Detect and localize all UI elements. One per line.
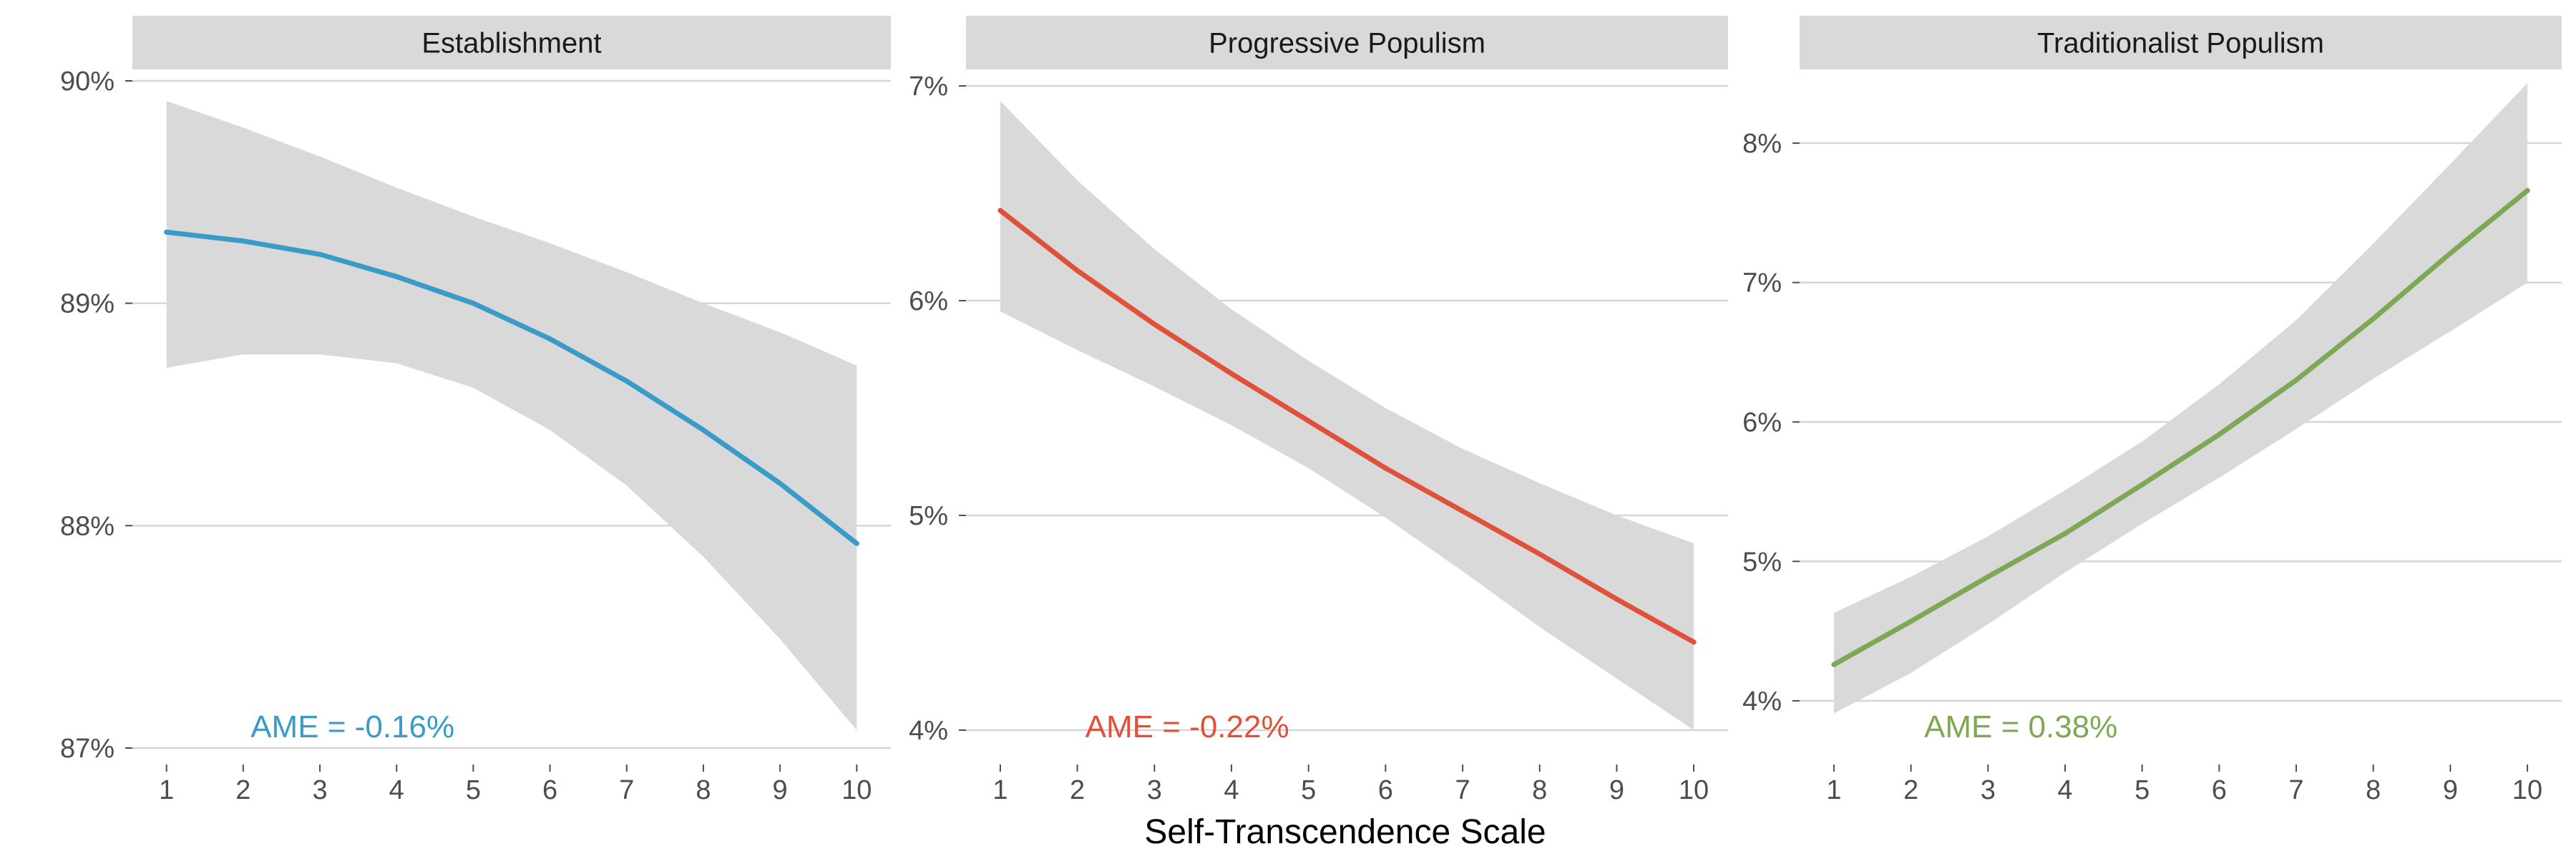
x-tick-label: 9: [1609, 775, 1624, 805]
x-tick-label: 4: [1224, 775, 1239, 805]
data-point: [317, 251, 323, 257]
data-point: [2062, 530, 2068, 536]
x-tick-label: 4: [2057, 775, 2072, 805]
fitted-line: [997, 208, 1697, 645]
x-tick-label: 7: [619, 775, 634, 805]
y-tick-label: 7%: [1742, 268, 1782, 299]
data-point: [1075, 268, 1080, 273]
x-tick-label: 10: [2512, 775, 2542, 805]
data-point: [997, 208, 1003, 213]
x-tick-label: 10: [1679, 775, 1709, 805]
y-tick-label: 5%: [909, 501, 948, 531]
data-point: [2293, 377, 2299, 383]
panel-title: Establishment: [421, 28, 601, 59]
x-tick-label: 5: [466, 775, 481, 805]
y-tick-label: 88%: [60, 511, 114, 541]
data-point: [2140, 482, 2145, 487]
y-tick-label: 5%: [1742, 547, 1782, 577]
x-tick-label: 7: [1455, 775, 1470, 805]
fitted-line: [1831, 188, 2530, 667]
x-tick-label: 2: [1070, 775, 1085, 805]
x-tick-label: 9: [2443, 775, 2458, 805]
data-point: [1908, 618, 1914, 624]
x-tick-label: 4: [389, 775, 404, 805]
x-tick-label: 6: [2212, 775, 2227, 805]
data-point: [2371, 316, 2376, 321]
x-tick-label: 9: [773, 775, 788, 805]
y-tick-label: 7%: [909, 72, 948, 102]
data-point: [2524, 188, 2530, 193]
y-tick-label: 8%: [1742, 129, 1782, 159]
x-tick-label: 1: [1826, 775, 1841, 805]
y-tick-label: 6%: [909, 286, 948, 316]
x-tick-label: 2: [1903, 775, 1918, 805]
x-tick-label: 3: [312, 775, 327, 805]
panel-strip: [966, 16, 1728, 69]
x-tick-label: 6: [1378, 775, 1393, 805]
data-point: [1537, 551, 1543, 557]
data-point: [1151, 321, 1157, 327]
x-tick-label: 8: [1532, 775, 1547, 805]
y-tick-label: 6%: [1742, 407, 1782, 437]
x-tick-label: 1: [159, 775, 174, 805]
confidence-ribbon: [1000, 101, 1694, 730]
data-point: [624, 378, 630, 384]
x-tick-label: 6: [542, 775, 557, 805]
ame-annotation: AME = -0.22%: [1085, 709, 1289, 744]
data-point: [777, 480, 783, 486]
x-tick-label: 8: [696, 775, 711, 805]
x-tick-label: 5: [1301, 775, 1316, 805]
data-point: [1306, 418, 1312, 424]
panel-strip: [132, 16, 891, 69]
x-tick-label: 7: [2288, 775, 2303, 805]
confidence-ribbon: [1833, 83, 2528, 714]
data-point: [1831, 661, 1837, 667]
data-point: [1985, 574, 1991, 580]
data-point: [164, 229, 170, 235]
x-tick-label: 8: [2366, 775, 2381, 805]
data-point: [2447, 251, 2453, 256]
x-tick-label: 5: [2135, 775, 2150, 805]
data-point: [547, 336, 553, 341]
x-axis-title: Self-Transcendence Scale: [1144, 813, 1546, 851]
x-tick-label: 2: [235, 775, 250, 805]
data-point: [1460, 508, 1465, 514]
x-tick-label: 1: [992, 775, 1008, 805]
panel-1: Establishment 87% 88% 89% 90% 1 2 3 4 5 6 7 8 9 10 AME …: [60, 16, 891, 805]
panel-strip: [1800, 16, 2562, 69]
y-tick-label: 4%: [1742, 686, 1782, 717]
y-tick-label: 87%: [60, 734, 114, 764]
y-tick-label: 90%: [60, 67, 114, 97]
x-tick-label: 10: [841, 775, 872, 805]
y-tick-label: 4%: [909, 716, 948, 746]
panel-2: Progressive Populism 4% 5% 6% 7% 1 2 3 4 5 6 7 8 9 10 A…: [909, 16, 1728, 805]
data-point: [1614, 596, 1619, 602]
y-tick-label: 89%: [60, 289, 114, 319]
data-point: [701, 427, 706, 433]
panel-3: Traditionalist Populism 4% 5% 6% 7% 8% 1 2 3 4 5 6 7…: [1742, 16, 2562, 805]
x-tick-label: 3: [1981, 775, 1996, 805]
confidence-ribbon: [166, 101, 857, 731]
panel-title: Traditionalist Populism: [2037, 28, 2324, 59]
data-point: [1691, 639, 1697, 645]
fitted-line: [164, 229, 859, 546]
x-tick-label: 3: [1147, 775, 1162, 805]
data-point: [240, 238, 246, 244]
data-point: [1382, 465, 1388, 471]
panel-title: Progressive Populism: [1209, 28, 1485, 59]
ame-annotation: AME = -0.16%: [250, 709, 454, 744]
ame-annotation: AME = 0.38%: [1924, 709, 2117, 744]
data-point: [394, 273, 399, 279]
data-point: [2216, 432, 2222, 437]
data-point: [1229, 371, 1234, 377]
data-point: [854, 540, 859, 546]
data-point: [470, 301, 476, 306]
